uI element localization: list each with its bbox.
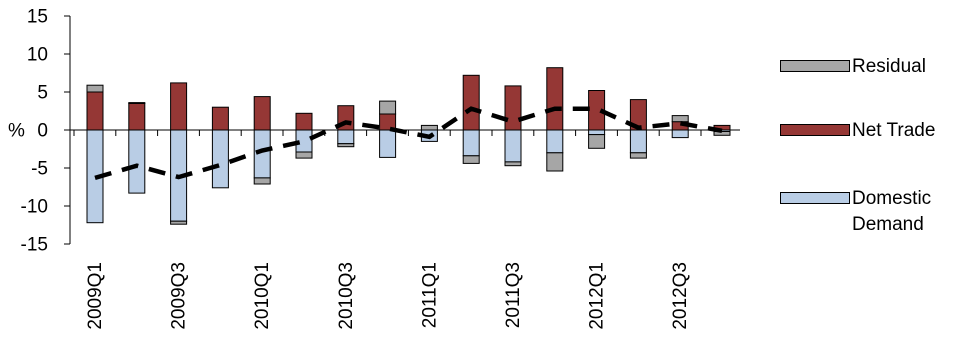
bar-domestic-2009q2 bbox=[128, 129, 146, 194]
legend: Residual Net Trade Domestic Demand bbox=[780, 0, 969, 349]
bar-residual-2010q2 bbox=[295, 151, 313, 159]
bar-net_trade-2011q3 bbox=[504, 85, 522, 131]
bar-residual-2011q4 bbox=[546, 152, 564, 172]
legend-label-domestic-demand: Domestic Demand bbox=[852, 188, 932, 235]
y-tick-label: 15 bbox=[27, 7, 48, 28]
labels-layer: -15 -10 -5 0 5 10 15% 2009Q1 2009Q3 2010Q1 2010Q3 2… bbox=[8, 7, 691, 330]
bar-residual-2012q3 bbox=[671, 115, 689, 123]
bar-residual-2009q1 bbox=[86, 84, 104, 93]
bar-domestic-2010q4 bbox=[379, 129, 397, 158]
bar-domestic-2011q4 bbox=[546, 129, 564, 154]
y-tick-label: 0 bbox=[37, 121, 48, 142]
legend-swatch-residual bbox=[780, 60, 850, 72]
bar-domestic-2012q3 bbox=[671, 129, 689, 139]
y-tick-label: 10 bbox=[27, 45, 48, 66]
y-tick-label: -15 bbox=[21, 235, 48, 256]
bar-residual-2009q2 bbox=[128, 102, 146, 104]
bar-residual-2011q1 bbox=[420, 124, 438, 131]
y-tick-label: 5 bbox=[37, 83, 48, 104]
bar-net_trade-2010q1 bbox=[253, 96, 271, 131]
bar-residual-2012q2 bbox=[629, 152, 647, 159]
x-tick-label: 2009Q3 bbox=[169, 262, 190, 330]
legend-label-residual: Residual bbox=[852, 56, 926, 77]
bar-domestic-2011q3 bbox=[504, 129, 522, 163]
bar-domestic-2012q2 bbox=[629, 129, 647, 154]
bar-residual-2010q1 bbox=[253, 177, 271, 185]
x-tick-label: 2012Q1 bbox=[587, 262, 608, 330]
bar-net_trade-2009q3 bbox=[170, 82, 188, 131]
bar-residual-2009q3 bbox=[170, 220, 188, 225]
x-tick-label: 2011Q3 bbox=[503, 262, 524, 328]
bar-net_trade-2010q2 bbox=[295, 112, 313, 131]
legend-item-net-trade: Net Trade bbox=[780, 118, 964, 144]
bar-net_trade-2009q2 bbox=[128, 102, 146, 131]
legend-swatch-net-trade bbox=[780, 124, 850, 136]
legend-label-net-trade: Net Trade bbox=[852, 120, 936, 141]
bar-domestic-2009q4 bbox=[211, 129, 229, 189]
legend-swatch-domestic-demand bbox=[780, 192, 850, 204]
bar-residual-2012q4 bbox=[713, 131, 731, 136]
bar-residual-2011q3 bbox=[504, 161, 522, 167]
bar-domestic-2012q1 bbox=[588, 129, 606, 136]
bar-residual-2010q4 bbox=[379, 100, 397, 115]
bar-net_trade-2011q4 bbox=[546, 67, 564, 131]
bar-net_trade-2011q2 bbox=[462, 74, 480, 131]
bar-net_trade-2009q1 bbox=[86, 91, 104, 131]
bars-layer bbox=[86, 67, 731, 225]
y-tick-label: -10 bbox=[21, 197, 48, 218]
x-tick-label: 2010Q3 bbox=[336, 262, 357, 330]
bar-domestic-2011q2 bbox=[462, 129, 480, 157]
y-tick-label: -5 bbox=[31, 159, 48, 180]
x-tick-label: 2009Q1 bbox=[85, 262, 106, 330]
bar-net_trade-2009q4 bbox=[211, 106, 229, 131]
bar-residual-2010q3 bbox=[337, 143, 355, 148]
x-tick-label: 2011Q1 bbox=[419, 262, 440, 328]
total-line-layer bbox=[94, 106, 723, 181]
x-tick-label: 2012Q3 bbox=[670, 262, 691, 330]
total-line bbox=[94, 106, 723, 181]
bar-residual-2012q1 bbox=[588, 134, 606, 149]
bar-residual-2011q2 bbox=[462, 155, 480, 164]
y-axis-label: % bbox=[8, 121, 25, 142]
legend-item-domestic-demand: Domestic Demand bbox=[780, 186, 964, 238]
x-tick-label: 2010Q1 bbox=[252, 262, 273, 330]
bar-domestic-2010q3 bbox=[337, 129, 355, 145]
legend-item-residual: Residual bbox=[780, 54, 964, 80]
